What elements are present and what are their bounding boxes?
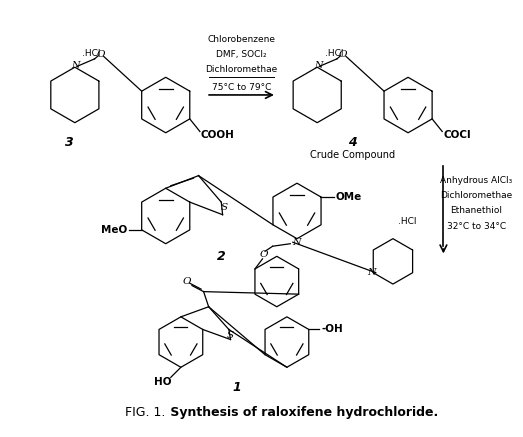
Text: COOH: COOH: [201, 130, 235, 140]
Text: N: N: [292, 238, 301, 247]
Text: O: O: [183, 277, 191, 286]
Text: N: N: [368, 268, 376, 277]
Text: Chlorobenzene: Chlorobenzene: [208, 35, 276, 44]
Text: DMF, SOCl₂: DMF, SOCl₂: [216, 50, 267, 59]
Text: 75°C to 79°C: 75°C to 79°C: [212, 83, 271, 92]
Text: Synthesis of raloxifene hydrochloride.: Synthesis of raloxifene hydrochloride.: [166, 406, 438, 419]
Text: 4: 4: [348, 136, 357, 149]
Text: OMe: OMe: [335, 192, 361, 202]
Text: .HCl: .HCl: [398, 217, 416, 226]
Text: -OH: -OH: [322, 324, 343, 334]
Text: HO: HO: [154, 378, 172, 388]
Text: O: O: [339, 50, 347, 59]
Text: Ethanethiol: Ethanethiol: [450, 206, 502, 215]
Text: Dichloromethae: Dichloromethae: [206, 65, 278, 74]
Text: Crude Compound: Crude Compound: [310, 150, 395, 160]
Text: Dichloromethae: Dichloromethae: [440, 191, 513, 200]
Text: S: S: [227, 331, 234, 340]
Text: O: O: [96, 50, 105, 59]
Text: S: S: [220, 203, 228, 212]
Text: 1: 1: [232, 381, 241, 394]
Text: Anhydrous AlCl₃: Anhydrous AlCl₃: [440, 176, 513, 185]
Text: FIG. 1.: FIG. 1.: [126, 406, 166, 419]
Text: COCl: COCl: [443, 130, 471, 140]
Text: 3: 3: [65, 136, 74, 149]
Text: N: N: [314, 61, 323, 70]
Text: MeO: MeO: [101, 225, 128, 235]
Text: .HCl: .HCl: [83, 49, 101, 58]
Text: N: N: [72, 61, 80, 70]
Text: 32°C to 34°C: 32°C to 34°C: [447, 222, 506, 231]
Text: O: O: [260, 250, 268, 259]
Text: 2: 2: [217, 250, 225, 263]
Text: .HCl: .HCl: [325, 49, 343, 58]
